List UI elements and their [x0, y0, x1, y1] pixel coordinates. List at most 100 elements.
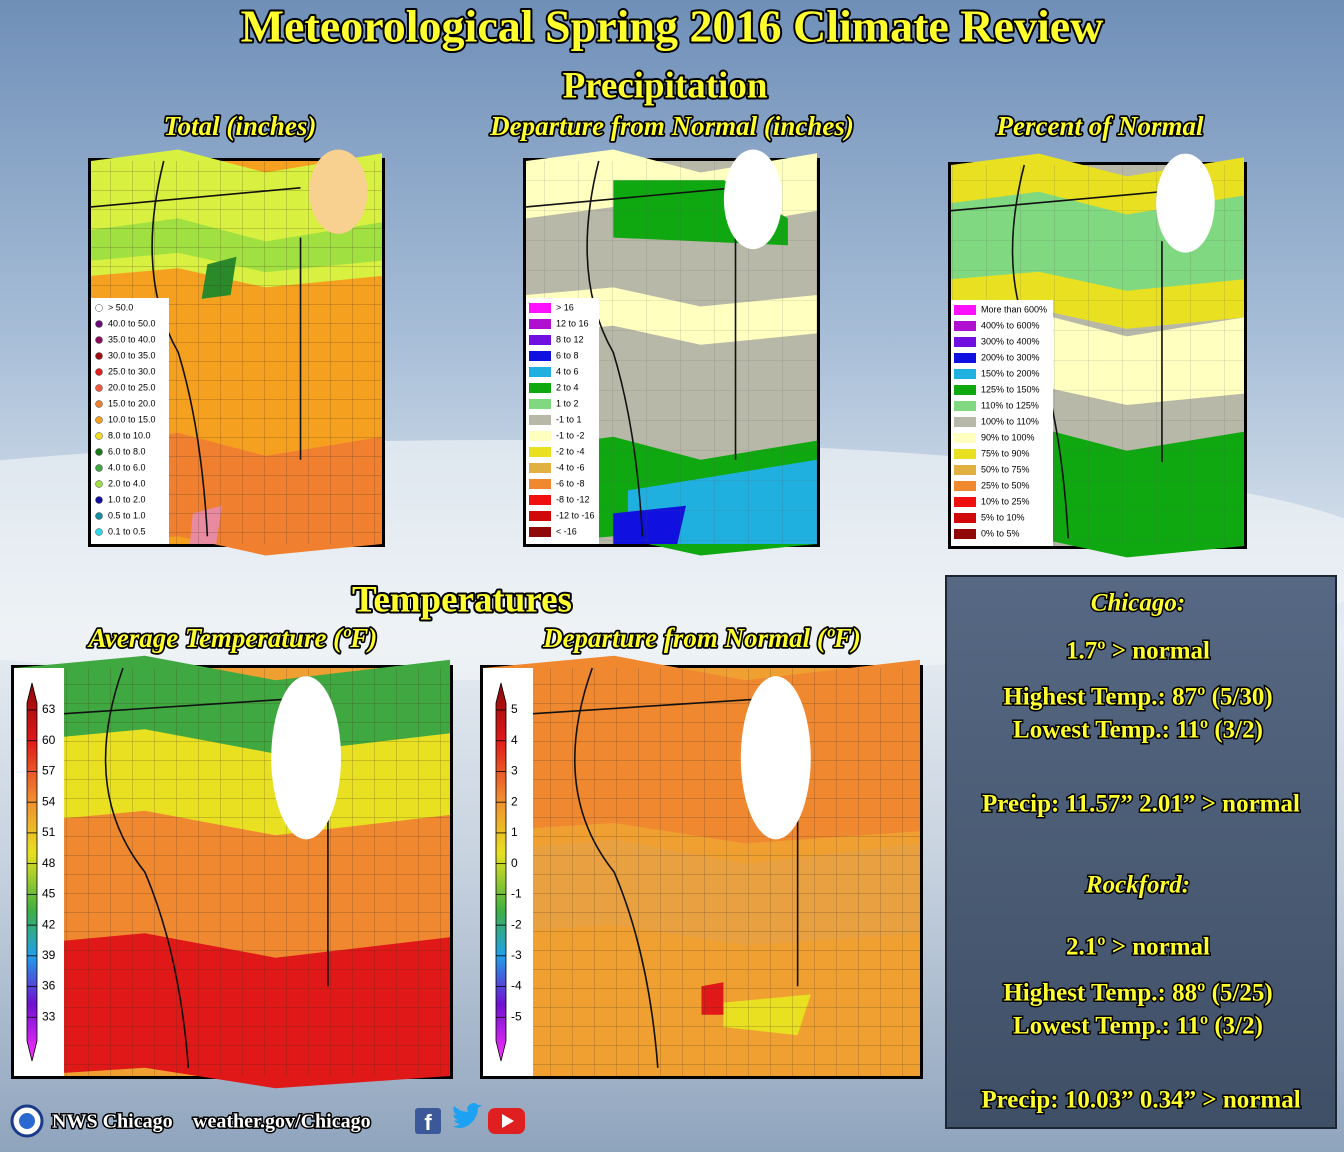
- legend-box: [91, 298, 169, 544]
- legend-label: 1.0 to 2.0: [108, 494, 146, 504]
- lake-michigan: [723, 149, 783, 250]
- legend-swatch: [954, 529, 976, 539]
- legend-swatch: [95, 304, 103, 312]
- legend-label: 20.0 to 25.0: [108, 382, 156, 392]
- legend-label: 12 to 16: [556, 318, 589, 328]
- lake-michigan: [309, 149, 368, 234]
- station-name: Chicago:: [1091, 590, 1185, 617]
- legend-swatch: [95, 512, 103, 520]
- legend-label: 4.0 to 6.0: [108, 462, 146, 472]
- legend-swatch: [954, 321, 976, 331]
- precip-total: Precip: 11.57” 2.01” > normal: [982, 791, 1300, 818]
- legend-label: 8 to 12: [556, 334, 584, 344]
- legend-swatch: [95, 368, 103, 376]
- legend-swatch: [95, 320, 103, 328]
- legend-label: -6 to -8: [556, 478, 585, 488]
- legend-swatch: [95, 400, 103, 408]
- twitter-icon: [452, 1103, 482, 1128]
- station-name: Rockford:: [1085, 872, 1190, 899]
- tick-label: 33: [42, 1009, 56, 1023]
- legend-swatch: [95, 432, 103, 440]
- tick-label: 4: [511, 733, 518, 747]
- legend-swatch: [954, 417, 976, 427]
- map-title: Departure from Normal (inches): [489, 111, 854, 141]
- legend-label: 200% to 300%: [981, 352, 1040, 362]
- legend-swatch: [954, 513, 976, 523]
- legend-label: 15.0 to 20.0: [108, 398, 156, 408]
- youtube-play: [502, 1114, 514, 1128]
- tick-label: -2: [511, 917, 522, 931]
- tick-label: 60: [42, 733, 56, 747]
- tick-label: -4: [511, 979, 522, 993]
- legend-swatch: [95, 448, 103, 456]
- legend-swatch: [954, 465, 976, 475]
- highest-temp: Highest Temp.: 88º (5/25): [1003, 980, 1272, 1007]
- tick-label: 51: [42, 825, 56, 839]
- legend-label: > 50.0: [108, 302, 133, 312]
- legend-swatch: [529, 383, 551, 393]
- legend-swatch: [529, 415, 551, 425]
- highest-temp: Highest Temp.: 87º (5/30): [1003, 684, 1272, 711]
- county-grid: [14, 668, 450, 1076]
- tick-label: -3: [511, 948, 522, 962]
- lake-michigan: [271, 676, 341, 840]
- legend-label: 0.5 to 1.0: [108, 510, 146, 520]
- lake-michigan: [740, 676, 811, 840]
- legend-swatch: [529, 303, 551, 313]
- legend-label: 25% to 50%: [981, 480, 1030, 490]
- legend-swatch: [529, 367, 551, 377]
- legend-swatch: [954, 353, 976, 363]
- legend-swatch: [954, 449, 976, 459]
- tick-label: 39: [42, 948, 56, 962]
- legend-swatch: [954, 337, 976, 347]
- legend-label: 0% to 5%: [981, 528, 1020, 538]
- legend-swatch: [529, 495, 551, 505]
- legend-label: 50% to 75%: [981, 464, 1030, 474]
- temp-departure: 2.1º > normal: [1066, 934, 1210, 961]
- tick-label: 48: [42, 856, 56, 870]
- state-border: [90, 160, 302, 537]
- legend-label: 1 to 2: [556, 398, 579, 408]
- legend-label: 10% to 25%: [981, 496, 1030, 506]
- stats-box: [945, 575, 1337, 1129]
- website: weather.gov/Chicago: [193, 1111, 371, 1133]
- tick-label: 5: [511, 702, 518, 716]
- tick-label: 63: [42, 702, 56, 716]
- lowest-temp: Lowest Temp.: 11º (3/2): [1013, 1013, 1263, 1040]
- legend-label: -1 to -2: [556, 430, 585, 440]
- color-bar: [26, 682, 38, 1062]
- lowest-temp: Lowest Temp.: 11º (3/2): [1013, 717, 1263, 744]
- legend-label: 35.0 to 40.0: [108, 334, 156, 344]
- nws-logo-center: [19, 1113, 35, 1129]
- tick-label: -5: [511, 1009, 522, 1023]
- tick-label: 42: [42, 917, 56, 931]
- legend-swatch: [529, 447, 551, 457]
- legend-label: -2 to -4: [556, 446, 585, 456]
- tick-label: 0: [511, 856, 518, 870]
- legend-label: 6 to 8: [556, 350, 579, 360]
- legend-label: 90% to 100%: [981, 432, 1035, 442]
- legend-swatch: [95, 352, 103, 360]
- legend-swatch: [95, 336, 103, 344]
- legend-label: -1 to 1: [556, 414, 582, 424]
- map-title: Average Temperature (ºF): [87, 623, 378, 653]
- legend-box: [483, 668, 533, 1076]
- legend-label: More than 600%: [981, 304, 1047, 314]
- legend-label: > 16: [556, 302, 574, 312]
- legend-swatch: [954, 401, 976, 411]
- legend-swatch: [954, 433, 976, 443]
- tick-label: -1: [511, 887, 522, 901]
- legend-label: 2.0 to 4.0: [108, 478, 146, 488]
- legend-label: 40.0 to 50.0: [108, 318, 156, 328]
- legend-swatch: [529, 335, 551, 345]
- county-grid: [483, 668, 920, 1076]
- section-heading: Precipitation: [563, 65, 768, 106]
- map-title: Total (inches): [164, 111, 317, 141]
- office-name: NWS Chicago: [52, 1111, 173, 1133]
- legend-label: 5% to 10%: [981, 512, 1025, 522]
- tick-label: 54: [42, 794, 56, 808]
- lake-michigan: [1156, 153, 1215, 253]
- legend-swatch: [95, 416, 103, 424]
- legend-swatch: [954, 369, 976, 379]
- tick-label: 36: [42, 979, 56, 993]
